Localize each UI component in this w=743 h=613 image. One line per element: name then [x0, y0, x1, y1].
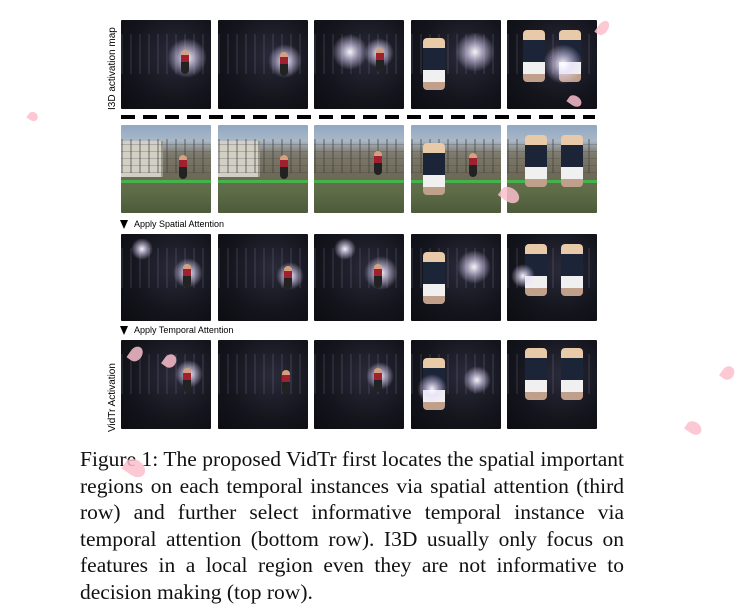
vidtr-frame-5	[507, 340, 597, 429]
petal-decoration	[684, 418, 704, 438]
i3d-frame-3	[314, 20, 404, 109]
original-frame-1	[121, 125, 211, 213]
caption-prefix: Figure 1:	[80, 447, 159, 471]
i3d-activation-row	[121, 20, 597, 109]
spatial-attention-row	[121, 234, 597, 321]
figure-caption: Figure 1: The proposed VidTr first locat…	[80, 446, 624, 605]
spatial-frame-4	[411, 234, 501, 321]
i3d-frame-5	[507, 20, 597, 109]
vidtr-row-label: VidTr Activation	[107, 363, 118, 432]
petal-decoration	[719, 363, 737, 383]
temporal-attention-label: Apply Temporal Attention	[134, 325, 234, 335]
spatial-attention-label: Apply Spatial Attention	[134, 219, 225, 229]
spatial-frame-3	[314, 234, 404, 321]
spatial-attention-step: Apply Spatial Attention	[120, 219, 224, 229]
original-frame-2	[218, 125, 308, 213]
original-frame-3	[314, 125, 404, 213]
petal-decoration	[26, 109, 40, 124]
arrow-down-icon	[120, 219, 128, 229]
temporal-attention-step: Apply Temporal Attention	[120, 325, 233, 335]
vidtr-activation-row	[121, 340, 597, 429]
i3d-frame-2	[218, 20, 308, 109]
original-frames-row	[121, 125, 597, 213]
row-separator-dashes	[121, 115, 595, 119]
i3d-frame-4	[411, 20, 501, 109]
spatial-frame-5	[507, 234, 597, 321]
i3d-frame-1	[121, 20, 211, 109]
vidtr-frame-2	[218, 340, 308, 429]
spatial-frame-2	[218, 234, 308, 321]
original-frame-4	[411, 125, 501, 213]
caption-text: The proposed VidTr first locates the spa…	[80, 447, 624, 604]
original-frame-5	[507, 125, 597, 213]
i3d-row-label: I3D activation map	[107, 27, 118, 110]
vidtr-frame-4	[411, 340, 501, 429]
vidtr-frame-3	[314, 340, 404, 429]
spatial-frame-1	[121, 234, 211, 321]
arrow-down-icon	[120, 325, 128, 335]
